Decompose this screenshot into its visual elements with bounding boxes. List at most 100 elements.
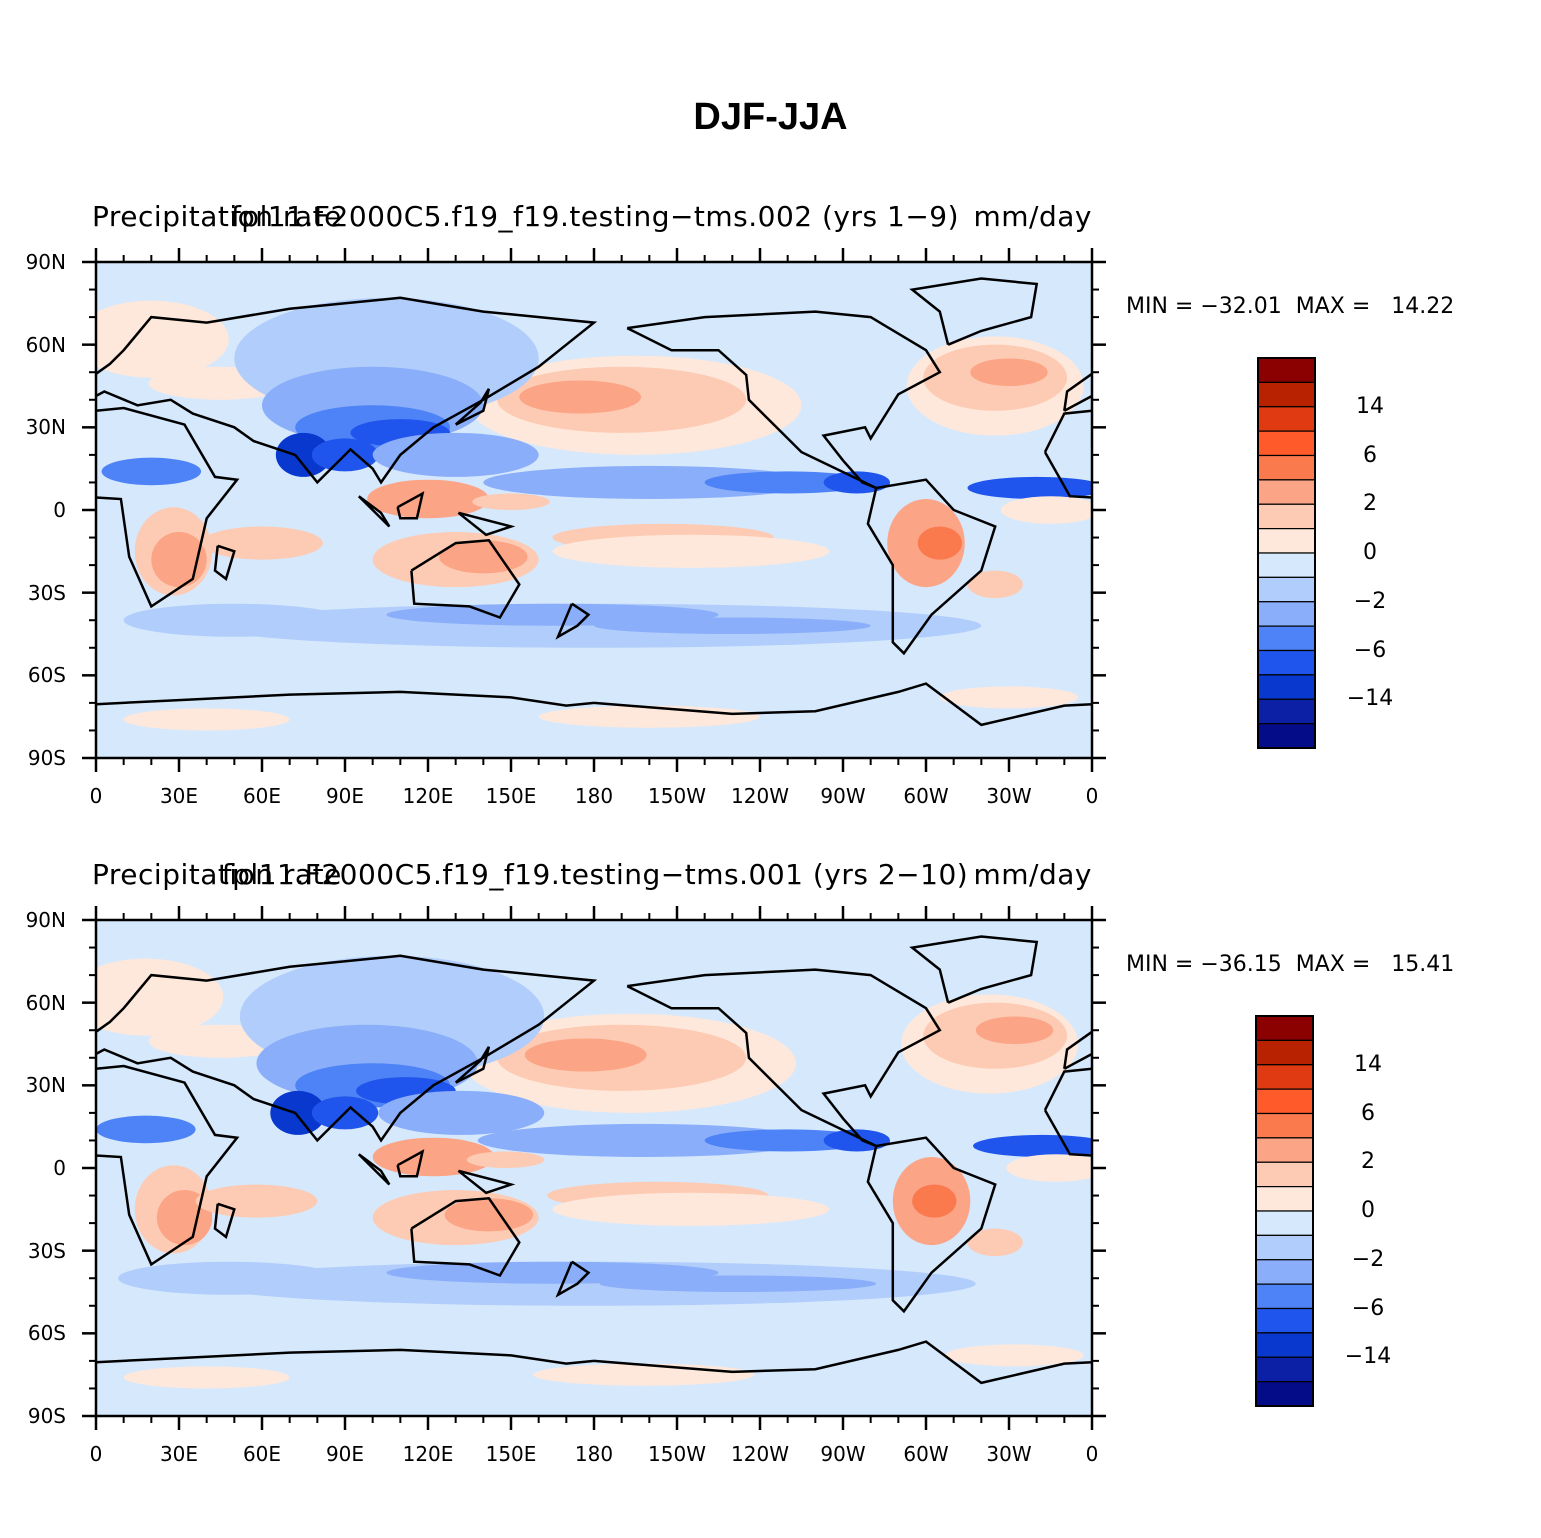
lon-tick-label: 0: [89, 784, 103, 808]
lon-tick-label: 150W: [648, 784, 706, 808]
contour-patch: [101, 457, 202, 486]
contour-patch: [552, 1192, 830, 1226]
coastline: [96, 406, 240, 609]
colorbar: [1255, 1015, 1314, 1407]
contour-patch: [552, 534, 830, 568]
colorbar-tick-label: −6: [1353, 637, 1387, 663]
lon-tick-label: 90W: [820, 784, 866, 808]
colorbar-frame: [1257, 357, 1316, 749]
lon-tick-label: 60E: [242, 784, 282, 808]
coastline: [357, 1153, 391, 1186]
figure-title: DJF-JJA: [693, 96, 848, 138]
lat-tick-label: 90S: [27, 746, 66, 770]
colorbar-box: [1255, 1161, 1314, 1188]
lon-tick-label: 150E: [485, 784, 537, 808]
colorbar-tick-label: −14: [1346, 686, 1394, 712]
lon-tick-label: 150W: [648, 1442, 706, 1466]
coastline: [454, 1046, 491, 1084]
contour-patch: [975, 1016, 1054, 1044]
colorbar-box: [1255, 1234, 1314, 1261]
contour-patch: [372, 1137, 495, 1177]
colorbar-tick-label: 0: [1363, 540, 1377, 565]
coastline: [410, 1196, 521, 1278]
lat-tick-label: 60N: [25, 990, 66, 1015]
lon-tick-label: 60W: [903, 784, 949, 808]
colorbar-box: [1257, 528, 1316, 554]
colorbar-tick-label: 2: [1363, 491, 1377, 517]
min-max-readout: MIN = −36.15 MAX = 15.41: [1126, 952, 1455, 977]
lon-tick-label: 0: [1085, 784, 1099, 808]
lon-tick-label: 60W: [903, 1442, 949, 1466]
lat-tick-label: 30S: [27, 1238, 66, 1263]
contour-patch: [270, 1090, 326, 1135]
lat-tick-label: 0: [53, 1156, 66, 1180]
colorbar-box: [1255, 1210, 1314, 1236]
colorbar-box: [1257, 649, 1316, 676]
contour-patch: [472, 493, 550, 510]
coastline: [909, 935, 1039, 1004]
lon-tick-label: 30W: [986, 784, 1032, 808]
contour-patch: [1006, 1154, 1092, 1182]
min-max-readout: MIN = −32.01 MAX = 14.22: [1126, 294, 1455, 319]
lat-tick-label: 90S: [27, 1404, 66, 1428]
map-panel-top: Precipitation rate fpl11.F2000C5.f19_f19…: [0, 200, 1541, 840]
coastline: [626, 310, 942, 490]
contour-patch: [945, 1344, 1084, 1367]
coastline: [96, 1064, 240, 1267]
lon-tick-label: 120E: [402, 784, 454, 808]
contour-patch: [378, 1090, 545, 1135]
lat-tick-label: 30S: [27, 580, 66, 605]
colorbar-tick-label: 6: [1363, 442, 1377, 468]
colorbar-tick-label: 2: [1361, 1149, 1375, 1175]
contour-patch: [519, 380, 642, 414]
lon-tick-label: 60E: [242, 1442, 282, 1466]
contour-patch: [483, 465, 816, 499]
panel-left-string: Precipitation rate: [92, 858, 342, 891]
lon-tick-label: 90E: [325, 1442, 365, 1466]
lon-tick-label: 180: [574, 1442, 614, 1466]
lat-tick-label: 60N: [25, 332, 66, 357]
lon-tick-label: 90E: [325, 784, 365, 808]
contour-patch: [96, 1115, 196, 1144]
lon-tick-label: 0: [1085, 1442, 1099, 1466]
colorbar: [1257, 357, 1316, 749]
lon-tick-label: 180: [574, 784, 614, 808]
panel-left-string: Precipitation rate: [92, 200, 342, 233]
colorbar-tick-label: 6: [1361, 1100, 1375, 1126]
coastline: [213, 1202, 236, 1239]
contour-patch: [195, 1184, 318, 1218]
coastline: [454, 388, 491, 426]
lon-tick-label: 0: [89, 1442, 103, 1466]
coastline: [410, 538, 521, 620]
colorbar-box: [1255, 1064, 1314, 1090]
lon-tick-label: 90W: [820, 1442, 866, 1466]
colorbar-box: [1255, 1356, 1314, 1383]
lon-tick-label: 30E: [159, 784, 199, 808]
coastline: [96, 954, 598, 1143]
contour-patch: [123, 1366, 290, 1389]
coastline: [909, 277, 1039, 346]
contour-patch: [96, 300, 229, 378]
coastline: [457, 1169, 516, 1195]
contour-patch: [917, 526, 962, 560]
lat-tick-label: 30N: [25, 415, 66, 440]
lon-tick-label: 120E: [402, 1442, 454, 1466]
coastline: [555, 602, 591, 640]
contour-patch: [123, 708, 290, 731]
contour-map: [82, 248, 1106, 772]
colorbar-tick-label: 0: [1361, 1198, 1375, 1223]
colorbar-box: [1255, 1259, 1314, 1285]
colorbar-box: [1255, 1039, 1314, 1066]
contour-patch: [466, 1151, 545, 1168]
lat-tick-label: 30N: [25, 1073, 66, 1098]
lon-tick-label: 120W: [731, 784, 789, 808]
colorbar-tick-label: −2: [1351, 1246, 1385, 1272]
coastline: [213, 544, 236, 581]
coastline: [96, 690, 595, 707]
contour-patch: [524, 1038, 647, 1072]
colorbar-tick-label: −14: [1344, 1344, 1392, 1370]
colorbar-box: [1255, 1015, 1314, 1041]
colorbar-box: [1257, 357, 1316, 383]
coastline: [457, 511, 516, 537]
contour-patch: [939, 686, 1079, 709]
